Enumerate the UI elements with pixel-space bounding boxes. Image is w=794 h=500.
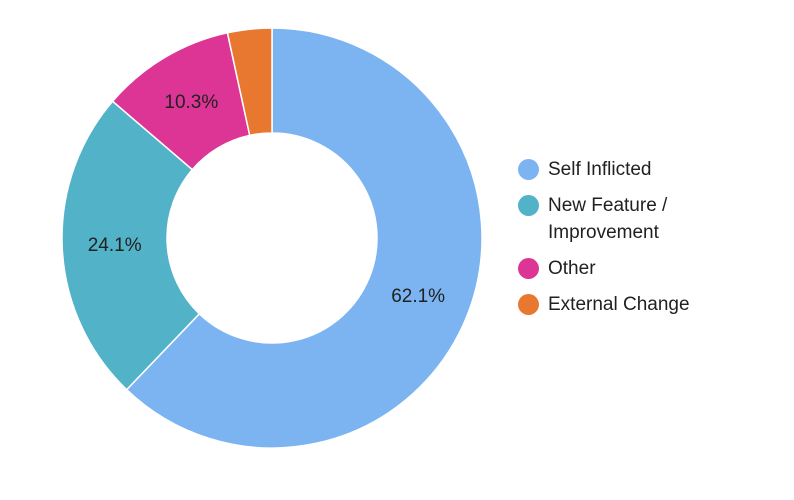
legend-swatch-icon <box>518 195 539 216</box>
chart-legend: Self Inflicted New Feature / Improvement O… <box>516 156 776 327</box>
legend-swatch-icon <box>518 294 539 315</box>
legend-label: External Change <box>548 294 690 315</box>
legend-item[interactable]: Self Inflicted <box>516 156 776 183</box>
legend-item[interactable]: Other <box>516 255 776 282</box>
slice-external-change[interactable] <box>226 27 273 137</box>
legend-item[interactable]: New Feature / Improvement <box>516 192 776 246</box>
legend-label: New Feature / Improvement <box>548 195 668 243</box>
legend-item[interactable]: External Change <box>516 291 776 318</box>
legend-swatch-icon <box>518 159 539 180</box>
slice-value-label: 10.3% <box>164 92 218 113</box>
slice-value-label: 62.1% <box>391 286 445 307</box>
legend-swatch-icon <box>518 258 539 279</box>
slice-new-feature-improvement[interactable] <box>61 100 201 391</box>
legend-label: Other <box>548 258 596 279</box>
slice-value-label: 24.1% <box>88 235 142 256</box>
legend-label: Self Inflicted <box>548 159 652 180</box>
slice-self-inflicted[interactable] <box>125 27 483 449</box>
